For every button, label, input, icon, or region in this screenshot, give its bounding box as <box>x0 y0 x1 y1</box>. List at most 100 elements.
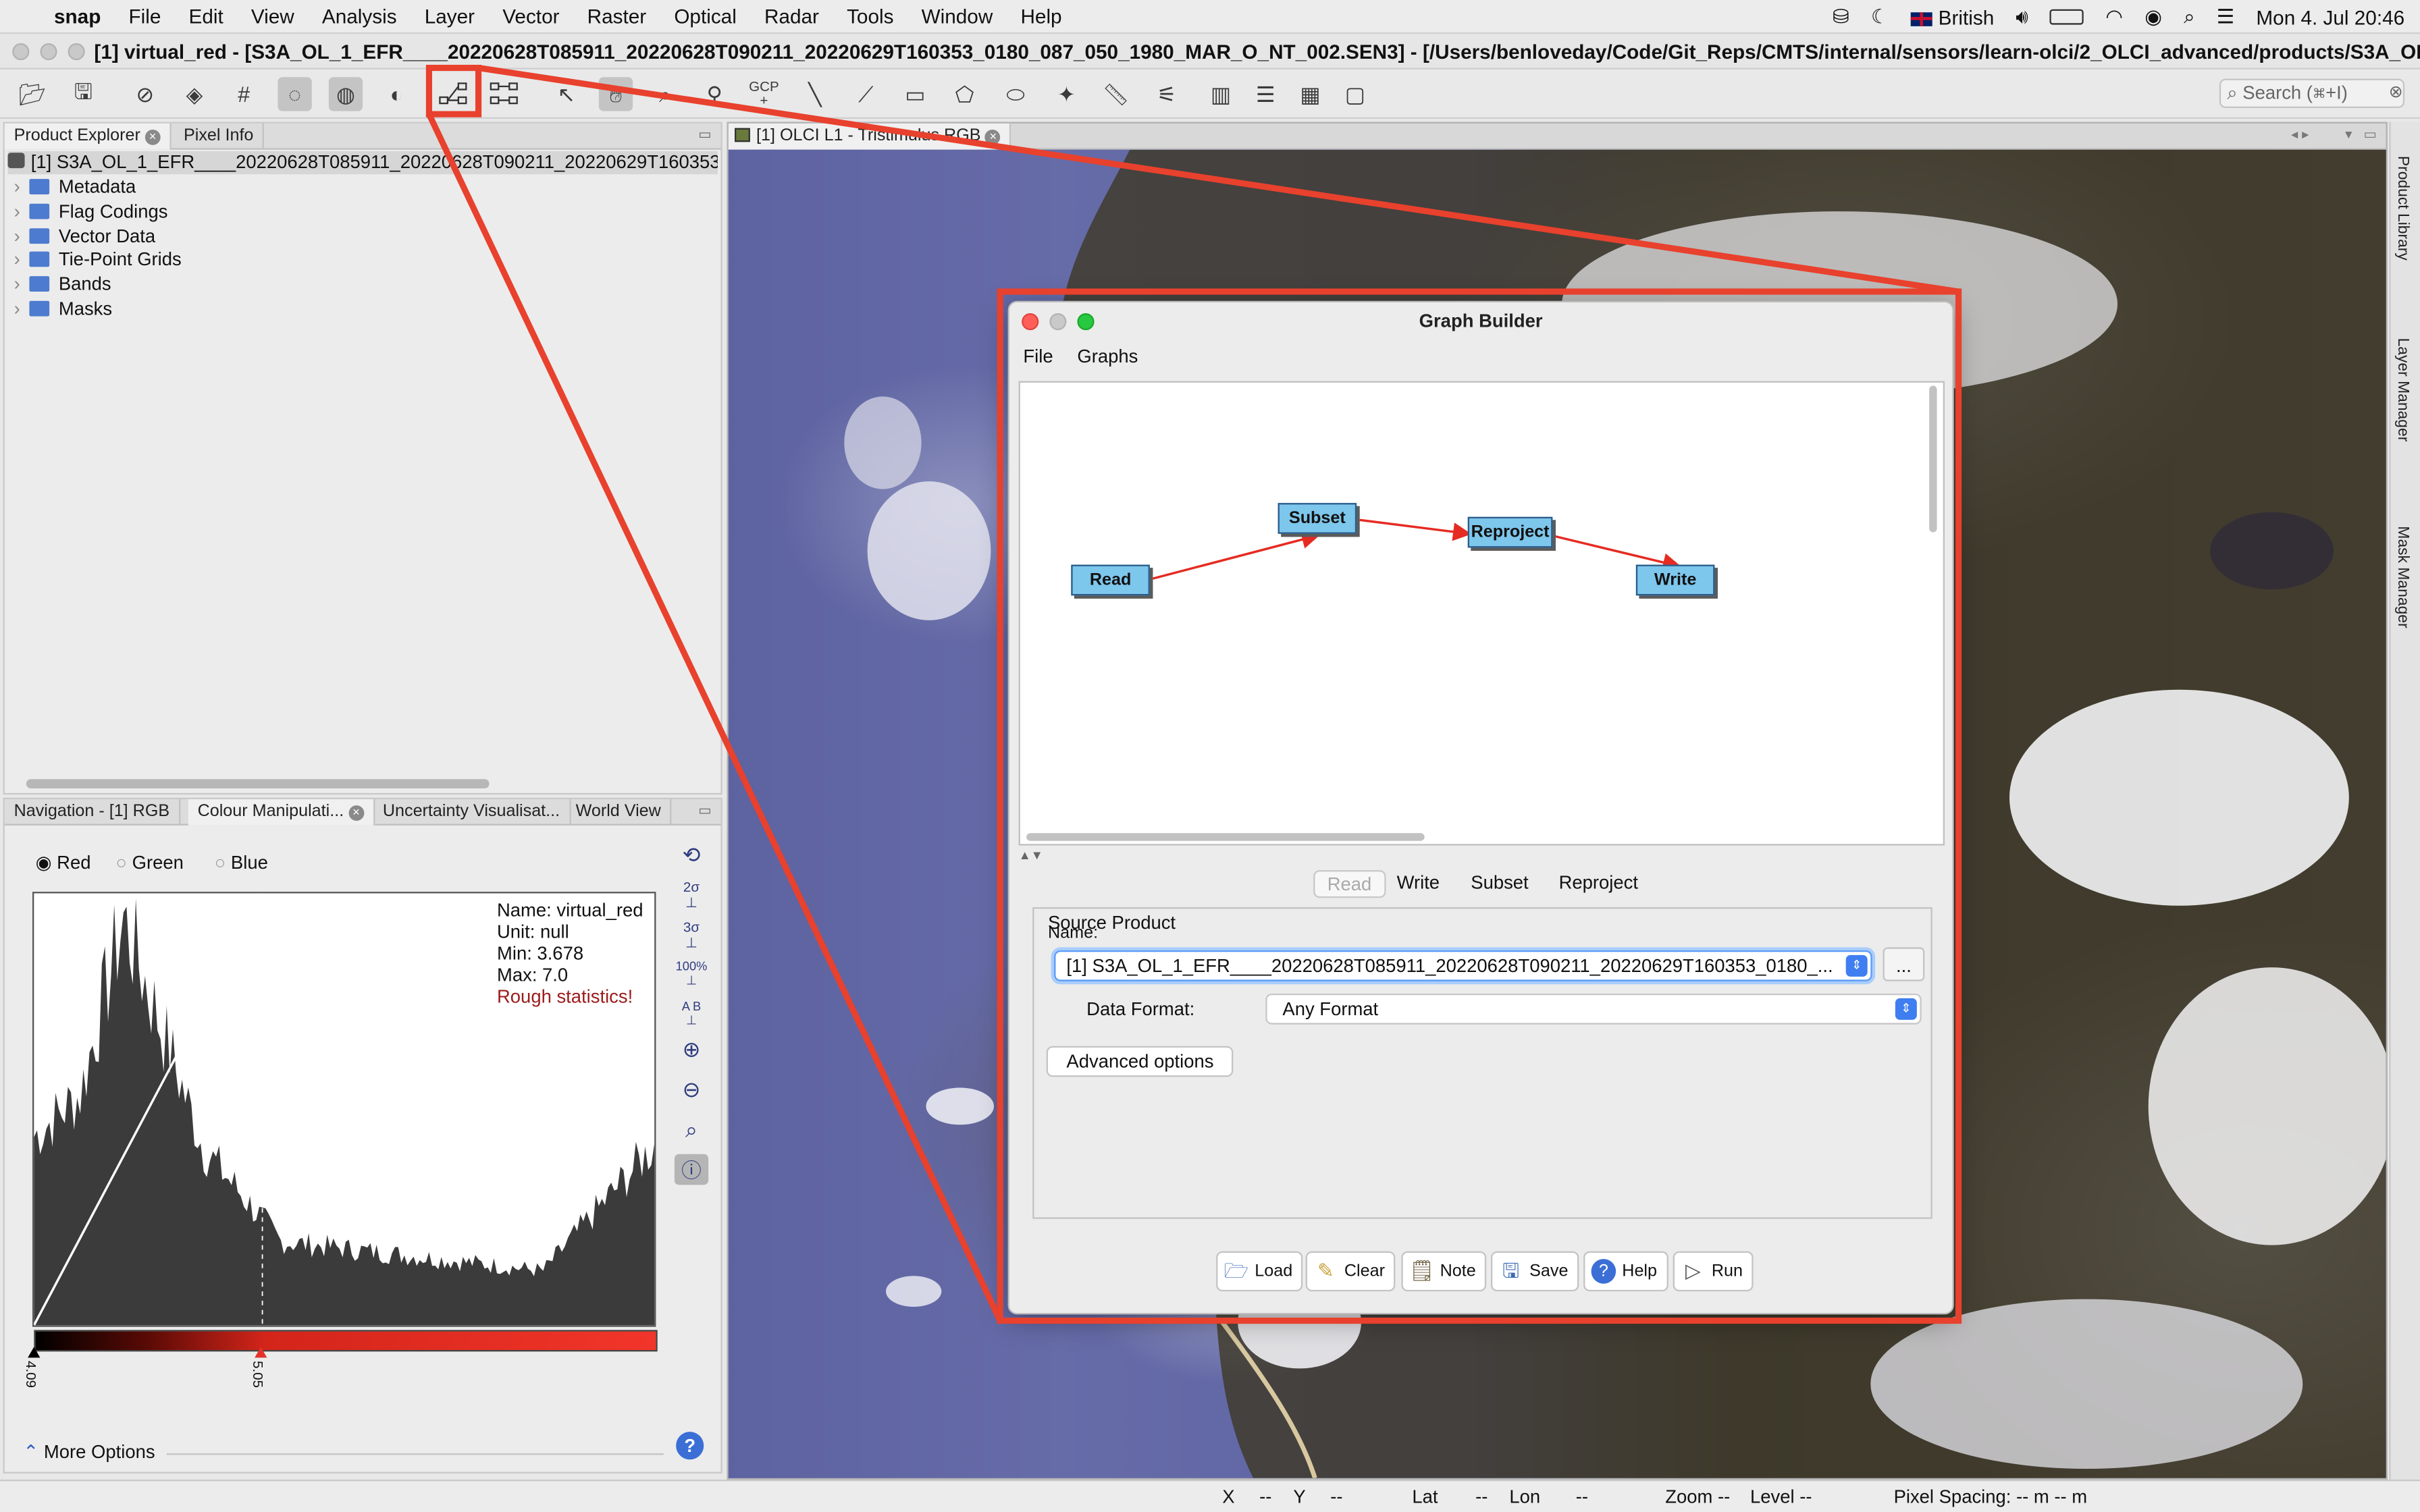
tile-evenly-icon[interactable]: ▥ <box>1210 80 1232 106</box>
menu-analysis[interactable]: Analysis <box>321 4 397 28</box>
side-tab-product-library[interactable]: Product Library <box>2394 155 2411 261</box>
help-button[interactable]: ? Help <box>1583 1251 1668 1292</box>
two-sigma-button[interactable]: 2σ ⊥ <box>683 879 700 911</box>
tree-node-masks[interactable]: › Masks <box>14 298 113 320</box>
tile-single-icon[interactable]: ▢ <box>1344 80 1365 106</box>
range-finder-icon[interactable]: 📏︎ <box>1102 80 1130 106</box>
menu-window[interactable]: Window <box>921 4 993 28</box>
channel-green[interactable]: ○ Green <box>115 851 184 873</box>
input-source[interactable]: British <box>1910 5 1994 28</box>
more-options-toggle[interactable]: ⌃ More Options <box>23 1440 155 1463</box>
band-maths-icon[interactable]: ⊘ <box>136 80 155 106</box>
magic-wand-icon[interactable]: ✦ <box>1057 80 1076 106</box>
control-center-icon[interactable]: ☰ <box>2216 4 2235 28</box>
user-icon[interactable]: ◉ <box>2145 4 2163 28</box>
app-menu[interactable]: snap <box>53 4 101 28</box>
zoom-tool-icon[interactable]: ⌕ <box>659 80 672 106</box>
dialog-menu-graphs[interactable]: Graphs <box>1077 345 1138 367</box>
close-icon[interactable]: × <box>144 129 161 145</box>
note-button[interactable]: 🗒 Note <box>1401 1251 1487 1292</box>
rectangle-draw-icon[interactable]: ▭ <box>905 80 926 106</box>
minimize-panel-icon[interactable]: ▭ <box>698 126 712 142</box>
close-icon[interactable]: × <box>348 805 364 821</box>
clear-search-icon[interactable]: ⊗ <box>2388 83 2403 102</box>
expand-icon[interactable]: › <box>14 298 20 320</box>
database-icon[interactable]: ⛁ <box>1832 4 1849 28</box>
tree-node-tie-point-grids[interactable]: › Tie-Point Grids <box>14 248 182 270</box>
graph-builder-icon[interactable] <box>437 77 471 111</box>
tree-node-flag-codings[interactable]: › Flag Codings <box>14 200 168 223</box>
source-product-select[interactable]: [1] S3A_OL_1_EFR____20220628T085911_2022… <box>1054 950 1872 981</box>
polygon-draw-icon[interactable]: ⬠ <box>955 80 974 106</box>
minimize-panel-icon[interactable]: ▭ <box>698 802 712 818</box>
clear-button[interactable]: ✎ Clear <box>1305 1251 1396 1292</box>
gcp-manager-icon[interactable]: ◍ <box>328 77 363 111</box>
open-product-icon[interactable]: 📂︎ <box>18 80 47 106</box>
tree-node-vector-data[interactable]: › Vector Data <box>14 225 156 247</box>
radio-icon[interactable]: ○ <box>115 851 127 873</box>
gcp-tool-icon[interactable]: GCP + <box>749 78 779 108</box>
tab-product-explorer[interactable]: Product Explorer × <box>4 123 172 150</box>
tab-navigation[interactable]: Navigation - [1] RGB <box>5 799 181 826</box>
pin-tool-icon[interactable]: ⚲ <box>706 80 722 106</box>
pan-tool-icon[interactable]: ✋︎ <box>598 77 633 111</box>
zoom-window-button[interactable] <box>68 43 85 61</box>
splitter-arrows-icon[interactable]: ▲▼ <box>1018 848 1043 863</box>
menu-optical[interactable]: Optical <box>674 4 737 28</box>
tree-node-bands[interactable]: › Bands <box>14 273 111 295</box>
hundred-percent-button[interactable]: 100% ⊥ <box>675 959 708 988</box>
menu-layer[interactable]: Layer <box>424 4 475 28</box>
radio-selected-icon[interactable]: ◉ <box>35 851 52 873</box>
zoom-in-vertical-icon[interactable]: ⊕ <box>682 1036 701 1062</box>
select-tool-icon[interactable]: ↖ <box>557 80 576 106</box>
three-sigma-button[interactable]: 3σ ⊥ <box>683 919 700 950</box>
tab-subset[interactable]: Subset <box>1471 871 1529 894</box>
expand-icon[interactable]: › <box>14 273 20 295</box>
view-menu-icon[interactable]: ▾ <box>2345 126 2352 142</box>
spotlight-icon[interactable]: ⌕ <box>2184 4 2195 28</box>
radio-icon[interactable]: ○ <box>214 851 226 873</box>
browse-button[interactable]: ... <box>1883 947 1925 981</box>
expand-icon[interactable]: › <box>14 248 20 270</box>
ellipse-draw-icon[interactable]: ⬭ <box>1006 80 1025 106</box>
tab-colour-manipulation[interactable]: Colour Manipulati... × <box>188 799 375 826</box>
menu-tools[interactable]: Tools <box>847 4 894 28</box>
node-reproject[interactable]: Reproject <box>1467 516 1553 548</box>
batch-processing-icon[interactable] <box>488 77 521 111</box>
max-slider-handle[interactable] <box>255 1347 267 1358</box>
minimize-window-button[interactable] <box>40 43 57 61</box>
save-product-icon[interactable]: 🖫 <box>74 78 93 104</box>
polyline-draw-icon[interactable]: ⟋ <box>858 80 874 106</box>
side-tab-mask-manager[interactable]: Mask Manager <box>2394 526 2411 628</box>
line-draw-icon[interactable]: ╲ <box>808 80 822 106</box>
menu-radar[interactable]: Radar <box>764 4 819 28</box>
zoom-out-vertical-icon[interactable]: ⊖ <box>682 1077 701 1102</box>
channel-blue[interactable]: ○ Blue <box>214 851 268 873</box>
tree-node-metadata[interactable]: › Metadata <box>14 176 136 198</box>
tab-uncertainty-visualisation[interactable]: Uncertainty Visualisat... <box>373 799 571 826</box>
min-slider-value[interactable]: 4.09 <box>23 1360 39 1388</box>
reset-icon[interactable]: ⟲ <box>682 842 701 867</box>
tile-horizontal-icon[interactable]: ☰ <box>1255 80 1275 106</box>
min-slider-handle[interactable] <box>28 1347 41 1358</box>
tab-world-view[interactable]: World View <box>567 799 672 826</box>
scroll-left-icon[interactable]: ◂ ▸ <box>2291 126 2309 142</box>
close-window-button[interactable] <box>12 43 30 61</box>
max-slider-value[interactable]: 5.05 <box>250 1360 266 1388</box>
maximize-icon[interactable]: ▭ <box>2363 126 2377 142</box>
node-subset[interactable]: Subset <box>1278 503 1357 534</box>
menu-edit[interactable]: Edit <box>188 4 223 28</box>
tab-write[interactable]: Write <box>1396 871 1440 894</box>
run-button[interactable]: ▷ Run <box>1673 1251 1754 1292</box>
data-format-select[interactable]: Any Format ⇕ <box>1265 993 1922 1025</box>
info-toggle-icon[interactable]: ⓘ <box>674 1154 709 1185</box>
distribute-button[interactable]: A B ⊥ <box>681 1000 702 1028</box>
wifi-icon[interactable]: ◠ <box>2105 4 2124 28</box>
menu-raster[interactable]: Raster <box>587 4 647 28</box>
expand-icon[interactable]: › <box>14 200 20 223</box>
search-input[interactable]: ⌕ Search (⌘+I) <box>2219 78 2405 108</box>
horizontal-scrollbar[interactable] <box>26 779 490 788</box>
tab-reproject[interactable]: Reproject <box>1558 871 1638 894</box>
side-tab-layer-manager[interactable]: Layer Manager <box>2394 338 2411 442</box>
pin-manager-icon[interactable]: ◌ <box>278 77 312 111</box>
